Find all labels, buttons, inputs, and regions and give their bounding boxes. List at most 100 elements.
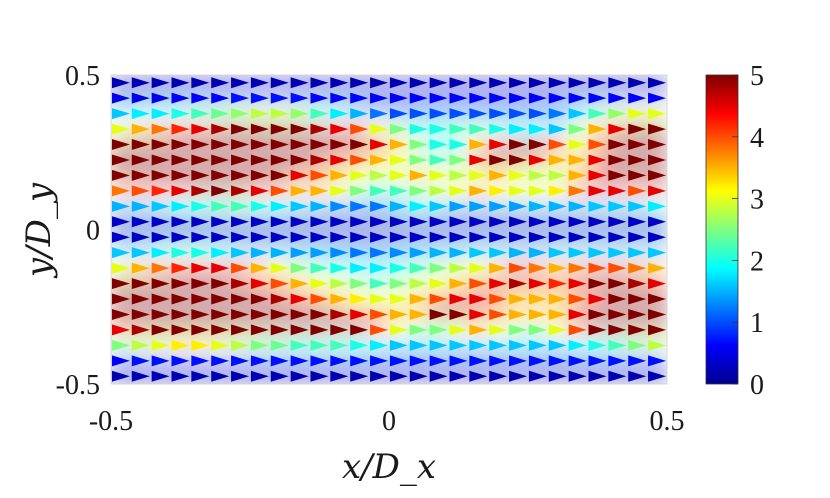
x-tick-label: 0.5 xyxy=(650,406,685,437)
vector-arrow xyxy=(151,123,170,135)
vector-arrow xyxy=(509,247,528,259)
vector-arrow xyxy=(509,185,528,197)
vector-arrow xyxy=(588,200,607,212)
vector-arrow xyxy=(509,154,528,166)
vector-arrow xyxy=(648,123,667,135)
vector-arrow xyxy=(250,77,269,89)
colorbar-tick-label: 0 xyxy=(750,370,764,401)
vector-arrow xyxy=(270,123,289,135)
vector-arrow xyxy=(151,370,170,382)
vector-arrow xyxy=(528,154,547,166)
vector-arrow xyxy=(429,77,448,89)
vector-arrow xyxy=(231,154,250,166)
vector-arrow xyxy=(608,77,627,89)
vector-arrow xyxy=(350,231,369,243)
vector-arrow xyxy=(290,247,309,259)
vector-arrow xyxy=(628,139,647,151)
vector-arrow xyxy=(370,278,389,290)
vector-arrow xyxy=(449,247,468,259)
vector-arrow xyxy=(191,231,210,243)
vector-arrow xyxy=(111,92,130,104)
vector-arrow xyxy=(111,154,130,166)
vector-arrow xyxy=(568,92,587,104)
vector-arrow xyxy=(588,77,607,89)
vector-arrow xyxy=(409,339,428,351)
vector-arrow xyxy=(528,108,547,120)
vector-arrow xyxy=(310,200,329,212)
vector-arrow xyxy=(310,185,329,197)
vector-arrow xyxy=(270,247,289,259)
y-axis-ticks: -0.5 0 0.5 xyxy=(56,61,100,401)
vector-arrow xyxy=(330,262,349,274)
vector-arrow xyxy=(509,324,528,336)
vector-arrow xyxy=(310,324,329,336)
vector-arrow xyxy=(489,370,508,382)
vector-arrow xyxy=(191,293,210,305)
vector-arrow xyxy=(449,324,468,336)
vector-arrow xyxy=(250,339,269,351)
vector-arrow xyxy=(568,154,587,166)
vector-arrow xyxy=(469,185,488,197)
vector-arrow xyxy=(151,92,170,104)
vector-arrow xyxy=(250,324,269,336)
vector-arrow xyxy=(588,293,607,305)
vector-arrow xyxy=(151,262,170,274)
vector-arrow xyxy=(151,247,170,259)
vector-arrow xyxy=(469,293,488,305)
vector-arrow xyxy=(171,355,190,367)
vector-arrow xyxy=(231,293,250,305)
vector-arrow xyxy=(608,293,627,305)
vector-arrow xyxy=(290,278,309,290)
vector-arrow xyxy=(429,247,448,259)
vector-arrow xyxy=(330,216,349,228)
vector-arrow xyxy=(131,92,150,104)
vector-arrow xyxy=(409,169,428,181)
vector-arrow xyxy=(548,293,567,305)
vector-arrow xyxy=(509,355,528,367)
vector-arrow xyxy=(568,77,587,89)
vector-arrow xyxy=(370,123,389,135)
vector-arrow xyxy=(350,154,369,166)
vector-arrow xyxy=(231,108,250,120)
vector-arrow xyxy=(509,200,528,212)
vector-arrow xyxy=(409,355,428,367)
vector-arrow xyxy=(270,139,289,151)
vector-arrow xyxy=(509,262,528,274)
vector-arrow xyxy=(171,77,190,89)
vector-arrow xyxy=(350,355,369,367)
vector-arrow xyxy=(548,216,567,228)
vector-arrow xyxy=(350,324,369,336)
vector-arrow xyxy=(449,231,468,243)
colorbar-tick-label: 3 xyxy=(750,185,764,216)
vector-arrow xyxy=(548,185,567,197)
vector-arrow xyxy=(628,355,647,367)
vector-arrow xyxy=(628,339,647,351)
vector-arrow xyxy=(290,339,309,351)
vector-arrow xyxy=(389,200,408,212)
vector-arrow xyxy=(310,370,329,382)
vector-arrow xyxy=(350,185,369,197)
vector-arrow xyxy=(171,108,190,120)
vector-arrow xyxy=(191,355,210,367)
vector-arrow xyxy=(489,278,508,290)
vector-arrow xyxy=(568,262,587,274)
vector-arrow xyxy=(270,308,289,320)
vector-arrow xyxy=(310,108,329,120)
vector-arrow xyxy=(588,92,607,104)
vector-arrow xyxy=(509,308,528,320)
vector-arrow xyxy=(568,216,587,228)
colorbar-gradient xyxy=(705,74,739,385)
vector-arrow xyxy=(191,278,210,290)
vector-arrow xyxy=(588,278,607,290)
vector-arrow xyxy=(231,216,250,228)
vector-arrow xyxy=(350,262,369,274)
vector-arrow xyxy=(528,355,547,367)
vector-arrow xyxy=(151,355,170,367)
vector-arrow xyxy=(250,262,269,274)
vector-arrow xyxy=(409,247,428,259)
vector-arrow xyxy=(231,169,250,181)
vector-arrow xyxy=(429,200,448,212)
vector-arrow xyxy=(648,77,667,89)
vector-arrow xyxy=(350,169,369,181)
vector-arrow xyxy=(111,262,130,274)
